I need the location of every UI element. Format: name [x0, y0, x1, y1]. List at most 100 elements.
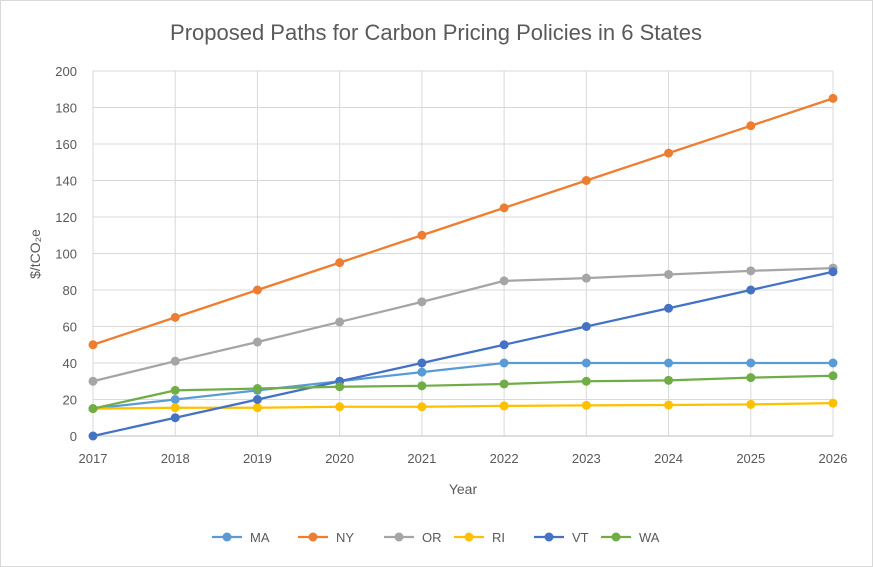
legend-item-ny: NY [298, 530, 354, 545]
data-point [499, 276, 509, 286]
series-line [92, 402, 834, 410]
x-tick-label: 2022 [490, 451, 519, 466]
y-axis-ticks: 0 20 40 60 80 100 120 140 160 180 200 [55, 64, 77, 444]
data-point [828, 398, 838, 408]
data-point [170, 403, 180, 413]
legend-marker [222, 532, 232, 542]
data-point [417, 367, 427, 377]
y-tick-label: 80 [63, 283, 77, 298]
legend-item-wa: WA [601, 530, 660, 545]
series-line [92, 97, 834, 346]
data-point [746, 266, 756, 276]
data-point [746, 285, 756, 295]
legend-label: RI [492, 530, 505, 545]
y-tick-label: 200 [55, 64, 77, 79]
y-tick-label: 0 [70, 429, 77, 444]
data-point [746, 358, 756, 368]
legend-marker [611, 532, 621, 542]
data-point [828, 371, 838, 381]
series-line [92, 361, 833, 410]
legend-item-vt: VT [534, 530, 589, 545]
data-point [170, 356, 180, 366]
legend: MA NY OR RI VT WA [212, 530, 660, 545]
y-tick-label: 160 [55, 137, 77, 152]
data-point [664, 148, 674, 158]
data-point [746, 121, 756, 131]
data-point [88, 376, 98, 386]
legend-marker [394, 532, 404, 542]
data-point [170, 413, 180, 423]
data-point [664, 375, 674, 385]
series-lines [88, 93, 838, 441]
x-tick-label: 2024 [654, 451, 683, 466]
series-ny [88, 93, 838, 350]
data-point [581, 322, 591, 331]
x-tick-label: 2020 [325, 451, 354, 466]
data-point [581, 358, 591, 368]
x-axis-label: Year [449, 481, 478, 497]
data-point [417, 297, 427, 307]
y-tick-label: 140 [55, 174, 77, 189]
data-point [746, 373, 756, 383]
x-tick-label: 2019 [243, 451, 272, 466]
legend-label: MA [250, 530, 270, 545]
data-point [499, 203, 509, 213]
data-point [499, 379, 509, 389]
x-tick-label: 2026 [819, 451, 848, 466]
data-point [581, 376, 591, 386]
data-point [170, 312, 180, 322]
data-point [417, 230, 427, 240]
data-point [746, 399, 756, 409]
data-point [581, 273, 591, 283]
data-point [335, 402, 345, 412]
data-point [828, 93, 838, 103]
legend-item-ma: MA [212, 530, 270, 545]
series-line [92, 266, 834, 383]
x-tick-label: 2025 [736, 451, 765, 466]
x-tick-label: 2018 [161, 451, 190, 466]
x-tick-label: 2021 [407, 451, 436, 466]
data-point [335, 258, 345, 268]
legend-label: VT [572, 530, 589, 545]
legend-marker [464, 532, 474, 542]
x-tick-label: 2023 [572, 451, 601, 466]
data-point [664, 400, 674, 410]
y-tick-label: 60 [63, 320, 77, 335]
legend-item-ri: RI [454, 530, 505, 545]
data-point [499, 358, 509, 368]
x-tick-label: 2017 [79, 451, 108, 466]
y-tick-label: 40 [63, 356, 77, 371]
data-point [252, 403, 262, 413]
data-point [499, 340, 509, 350]
y-tick-label: 20 [63, 393, 77, 408]
data-point [170, 395, 180, 404]
y-axis-label: $/tCO₂e [27, 229, 43, 279]
legend-label: WA [639, 530, 660, 545]
series-vt [88, 267, 838, 441]
legend-marker [308, 532, 318, 542]
data-point [252, 285, 262, 295]
data-point [88, 431, 98, 441]
y-tick-label: 180 [55, 101, 77, 116]
data-point [664, 358, 674, 368]
data-point [170, 385, 180, 395]
data-point [664, 303, 674, 313]
y-tick-label: 100 [55, 247, 77, 262]
data-point [252, 384, 262, 394]
data-point [581, 400, 591, 410]
series-line [92, 270, 834, 438]
data-point [88, 404, 98, 414]
data-point [88, 340, 98, 350]
data-point [417, 381, 427, 391]
series-wa [88, 371, 838, 414]
data-point [252, 395, 262, 404]
data-point [335, 317, 345, 327]
chart-title: Proposed Paths for Carbon Pricing Polici… [170, 20, 702, 45]
x-axis-ticks: 2017 2018 2019 2020 2021 2022 2023 2024 2025 2026 [79, 451, 848, 466]
data-point [252, 337, 262, 347]
series-line [92, 374, 834, 410]
gridlines [92, 70, 834, 436]
y-tick-label: 120 [55, 210, 77, 225]
legend-label: NY [336, 530, 354, 545]
